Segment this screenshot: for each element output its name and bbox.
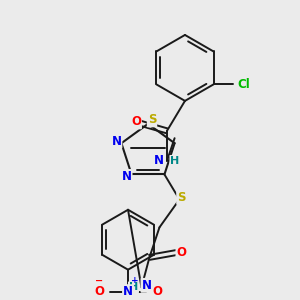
Text: N: N bbox=[123, 285, 133, 298]
Text: −: − bbox=[95, 276, 103, 286]
Text: H: H bbox=[170, 156, 180, 166]
Text: S: S bbox=[148, 113, 156, 126]
Text: O: O bbox=[176, 246, 186, 259]
Text: N: N bbox=[122, 170, 132, 183]
Text: N: N bbox=[154, 154, 164, 167]
Text: O: O bbox=[131, 116, 141, 128]
Text: N: N bbox=[142, 279, 152, 292]
Text: O: O bbox=[94, 285, 104, 298]
Text: O: O bbox=[152, 285, 162, 298]
Text: Cl: Cl bbox=[237, 78, 250, 91]
Text: +: + bbox=[131, 276, 139, 285]
Text: N: N bbox=[111, 135, 122, 148]
Text: H: H bbox=[129, 282, 138, 292]
Text: S: S bbox=[177, 191, 186, 204]
